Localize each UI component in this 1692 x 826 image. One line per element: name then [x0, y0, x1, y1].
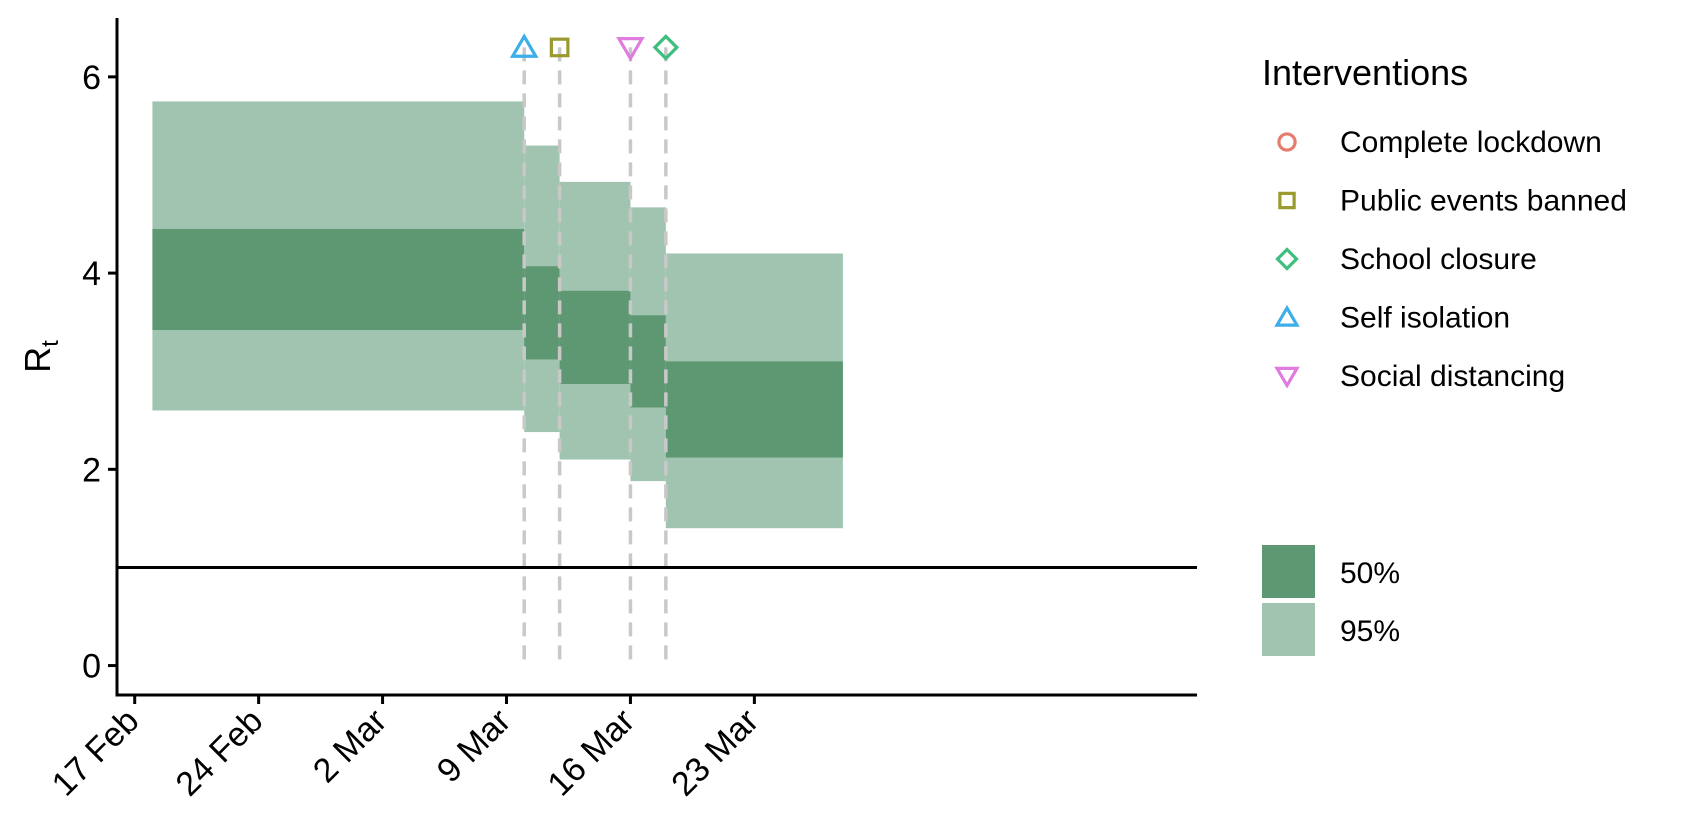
legend-label-ci95: 95%: [1340, 615, 1400, 648]
x-tick-label-2-mar: 2 Mar: [306, 702, 394, 790]
y-tick-label-0: 0: [82, 648, 101, 686]
legend-label-self-isolation: Self isolation: [1340, 302, 1510, 335]
y-ticks: 0 2 4 6: [82, 59, 117, 686]
legend-swatch-ci50: [1262, 545, 1315, 598]
ci50-band-3: [559, 290, 631, 384]
legend-key-social-distancing: [1274, 366, 1300, 389]
y-axis-label: Rt: [17, 340, 64, 373]
legend-key-school-closure: [1275, 247, 1299, 271]
interventions-legend: Interventions Complete lockdown Public ev…: [1262, 52, 1627, 393]
legend-key-complete-lockdown: [1277, 132, 1297, 152]
ci50-band-2: [524, 266, 560, 360]
y-tick-label-2: 2: [82, 451, 101, 489]
y-tick-label-4: 4: [82, 255, 101, 293]
marker-self-isolation: [509, 33, 539, 58]
ci-bands: [152, 101, 843, 529]
legend-label-complete-lockdown: Complete lockdown: [1340, 126, 1602, 159]
x-tick-label-9-mar: 9 Mar: [430, 702, 518, 790]
intervention-markers: [509, 33, 680, 62]
marker-public-events-banned: [549, 37, 570, 58]
x-ticks: 17 Feb 24 Feb 2 Mar 9 Mar 16 Mar 23 Mar: [45, 695, 766, 804]
y-axis-label-subscript: t: [37, 340, 64, 347]
legend-label-ci50: 50%: [1340, 557, 1400, 590]
marker-school-closure: [652, 34, 680, 61]
x-tick-label-16-mar: 16 Mar: [540, 702, 642, 804]
legend-key-public-events-banned: [1278, 191, 1296, 210]
x-tick-label-23-mar: 23 Mar: [664, 702, 766, 804]
ci50-band-5: [665, 361, 843, 458]
intervention-lines: [522, 47, 668, 666]
legend-label-public-events-banned: Public events banned: [1340, 185, 1627, 218]
legend-swatch-ci95: [1262, 603, 1315, 656]
legend-label-social-distancing: Social distancing: [1340, 360, 1565, 393]
y-tick-label-6: 6: [82, 59, 101, 97]
x-tick-label-24-feb: 24 Feb: [169, 702, 271, 804]
legend-label-school-closure: School closure: [1340, 243, 1537, 276]
ci-legend: 50% 95%: [1262, 545, 1400, 656]
ci50-band-1: [152, 228, 525, 331]
legend-title: Interventions: [1262, 52, 1468, 93]
ci50-band-4: [630, 315, 666, 408]
marker-social-distancing: [616, 37, 645, 62]
x-tick-label-17-feb: 17 Feb: [45, 702, 147, 804]
legend-key-self-isolation: [1274, 304, 1300, 327]
